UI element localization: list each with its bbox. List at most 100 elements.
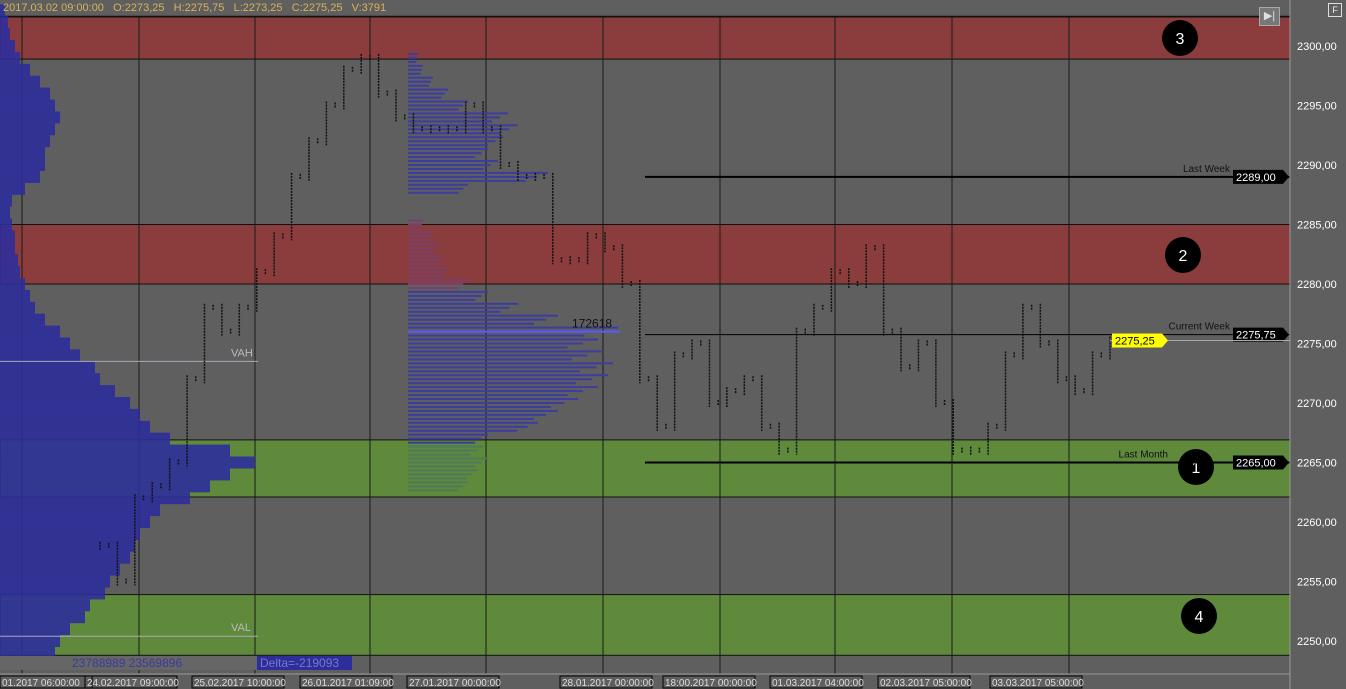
- session-profile-bar: [408, 382, 576, 385]
- x-tick-label: 24.02.2017 09:00:00: [87, 678, 179, 689]
- volume-totals: 23788989 23569896: [72, 656, 182, 670]
- composite-profile-bar: [0, 492, 190, 505]
- x-tick-box: [0, 675, 93, 689]
- composite-profile-bar: [0, 480, 210, 493]
- y-tick-label: 2270,00: [1297, 398, 1337, 410]
- x-tick-label: 18:00.2017 00:00:00: [665, 678, 757, 689]
- session-profile-bar: [408, 132, 501, 135]
- session-profile-bar: [408, 251, 434, 254]
- session-profile-bar: [408, 128, 510, 131]
- close-value: C:2275,25: [291, 2, 343, 14]
- session-profile-bar: [408, 243, 438, 246]
- session-profile-bar: [408, 469, 478, 472]
- session-profile-bar: [408, 350, 603, 353]
- composite-profile-bar: [0, 361, 95, 374]
- session-profile-bar: [408, 80, 431, 83]
- composite-profile-bar: [0, 373, 100, 386]
- y-tick-label: 2255,00: [1297, 577, 1337, 589]
- skip-forward-icon[interactable]: ▶|: [1259, 7, 1280, 26]
- x-tick-label: 28.01.2017 00:00:00: [562, 678, 654, 689]
- session-profile-bar: [408, 116, 500, 119]
- x-tick-box: [877, 675, 971, 689]
- composite-profile-bar: [0, 563, 120, 576]
- composite-profile-bar: [0, 635, 60, 647]
- session-profile-bar: [408, 386, 598, 389]
- session-profile-bar: [408, 52, 418, 55]
- session-profile-bar: [408, 346, 568, 349]
- session-profile-bar: [408, 287, 459, 289]
- composite-profile-bar: [0, 289, 30, 302]
- x-tick-label: 01.03.2017 04:00:00: [772, 678, 864, 689]
- composite-profile-bar: [0, 194, 12, 207]
- session-profile-bar: [408, 84, 429, 87]
- composite-profile-bar: [0, 87, 50, 100]
- composite-profile-bar: [0, 266, 20, 279]
- bar-date: 2017.03.02 09:00:00: [3, 2, 104, 14]
- session-profile-bar: [408, 398, 578, 400]
- session-profile-bar: [408, 259, 441, 262]
- level-label: Last Week: [1183, 164, 1231, 175]
- session-profile-bar: [408, 72, 421, 75]
- session-profile-bar: [408, 171, 548, 174]
- session-profile-bar: [408, 271, 445, 274]
- composite-profile-bar: [0, 337, 70, 350]
- session-profile-bar: [408, 175, 537, 178]
- session-profile-bar: [408, 76, 433, 79]
- level-price-tag-text: 2265,00: [1236, 458, 1276, 470]
- session-profile-bar: [408, 465, 476, 468]
- composite-profile-bar: [0, 28, 10, 41]
- composite-profile-bar: [0, 159, 45, 171]
- session-profile-bar: [408, 279, 468, 281]
- session-profile-bar: [408, 96, 442, 99]
- open-value: O:2273,25: [113, 2, 165, 14]
- vah-label: VAH: [231, 347, 253, 359]
- session-profile-bar: [408, 390, 583, 393]
- session-profile-bar: [408, 156, 476, 159]
- session-profile-bar: [408, 56, 418, 59]
- zone-marker-label: 2: [1179, 248, 1188, 265]
- x-tick-box: [559, 675, 653, 689]
- composite-profile-bar: [0, 385, 115, 398]
- x-tick-label: 27.01.2017 00:00:00: [409, 678, 501, 689]
- session-profile-bar: [408, 136, 503, 139]
- x-tick-label: 02.03.2017 05:00:00: [880, 678, 972, 689]
- session-profile-bar: [408, 441, 476, 444]
- y-tick-label: 2285,00: [1297, 220, 1337, 232]
- f-button[interactable]: F: [1328, 3, 1342, 17]
- session-profile-bar: [408, 489, 459, 492]
- composite-profile-bar: [0, 599, 90, 612]
- session-profile-bar: [408, 88, 448, 91]
- session-profile-bar: [408, 239, 429, 242]
- zone-marker: [1165, 237, 1201, 273]
- session-profile-bar: [408, 326, 618, 329]
- composite-profile-bar: [0, 4, 5, 17]
- session-profile-bar: [408, 231, 433, 234]
- y-tick-label: 2280,00: [1297, 279, 1337, 291]
- composite-profile-bar: [0, 99, 55, 112]
- x-tick-label: 03.03.2017 05:00:00: [992, 678, 1084, 689]
- composite-profile-bar: [0, 527, 140, 540]
- session-profile-bar: [408, 64, 423, 67]
- session-profile-bar: [408, 421, 538, 424]
- session-profile-bar: [408, 413, 546, 416]
- level-label: Last Month: [1119, 450, 1168, 461]
- current-price-tag: [1112, 333, 1168, 348]
- session-profile-bar: [408, 354, 588, 357]
- poc-label: 172618: [572, 317, 612, 331]
- y-tick-label: 2300,00: [1297, 41, 1337, 53]
- session-profile-bar: [408, 429, 518, 432]
- x-tick-label: 26.01.2017 01:09:00: [302, 678, 394, 689]
- session-profile-bar: [408, 409, 558, 412]
- session-profile-bar: [408, 310, 501, 313]
- composite-profile-bar: [0, 301, 35, 314]
- composite-profile-bar: [0, 587, 105, 600]
- session-profile-bar: [408, 179, 526, 182]
- x-tick-box: [84, 675, 178, 689]
- composite-profile-bar: [0, 646, 55, 659]
- session-profile-bar: [408, 449, 477, 452]
- session-profile-bar: [408, 302, 518, 305]
- session-profile-bar: [408, 453, 471, 456]
- zone-marker-label: 1: [1192, 460, 1201, 477]
- session-profile-bar: [408, 370, 581, 373]
